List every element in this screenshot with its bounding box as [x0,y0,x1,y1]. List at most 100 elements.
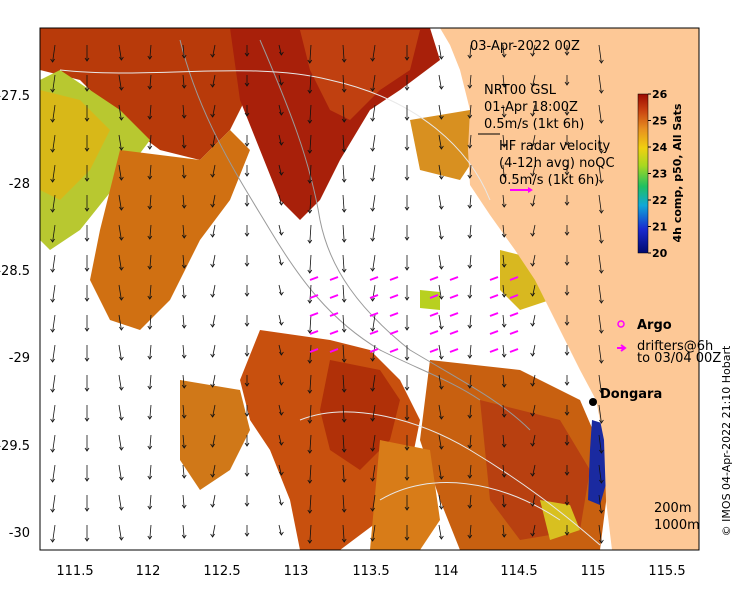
wind-arrow [309,284,312,304]
wind-arrowhead [307,479,313,484]
x-tick-label: 115.5 [648,564,685,579]
wind-arrowhead [404,356,410,361]
wind-arrow [372,164,376,182]
wind-arrow [212,224,216,238]
wind-arrowhead [404,206,410,211]
wind-arrowhead [501,413,507,418]
wind-arrowhead [119,446,124,451]
wind-arrowhead [279,531,284,536]
wind-arrowhead [439,535,444,540]
wind-arrow [469,374,472,389]
wind-arrow [342,464,345,483]
radar-vector [509,312,519,317]
wind-arrow [278,494,282,506]
wind-arrow [438,134,442,150]
wind-arrow [469,74,472,89]
radar-vector [489,276,499,281]
wind-arrowhead [501,383,507,388]
wind-arrow [309,134,312,154]
wind-arrowhead [244,472,250,477]
wind-arrow [502,494,505,508]
wind-arrow [372,44,376,62]
radar-vector [369,276,379,281]
wind-arrow [532,74,536,87]
wind-arrow [212,284,216,298]
wind-arrowhead [50,418,55,423]
wind-arrow [342,74,345,93]
wind-arrow [182,524,185,539]
wind-arrow [598,404,602,424]
wind-arrowhead [467,474,473,479]
wind-arrowhead [147,505,153,510]
wind-arrow [149,344,152,360]
wind-arrowhead [404,326,410,331]
wind-arrowhead [119,56,124,61]
wind-arrowhead [404,446,410,451]
wind-arrow [598,254,602,274]
wind-arrowhead [439,235,444,240]
radar-vector [449,330,459,335]
wind-arrowhead [210,533,215,538]
wind-arrow [598,284,602,304]
radar-vector [449,294,459,299]
contour-200-label: 200m [654,501,691,516]
wind-arrow [438,404,442,420]
x-tick-label: 112.5 [203,564,240,579]
wind-arrow [342,374,345,393]
wind-arrowhead [279,141,284,146]
radar-vector [389,294,399,299]
wind-arrow [182,464,185,479]
wind-arrow [278,314,282,326]
wind-arrow [438,164,442,180]
wind-arrowhead [279,201,284,206]
wind-arrowhead [279,171,284,176]
wind-arrow [502,224,505,238]
wind-arrowhead [467,384,473,389]
wind-arrowhead [439,205,444,210]
wind-arrowhead [119,356,124,361]
wind-arrowhead [467,534,473,539]
wind-arrow [598,134,602,154]
radar-vector [509,294,519,299]
x-tick-label: 113.5 [352,564,389,579]
wind-arrow [532,374,536,387]
wind-arrow [372,254,376,272]
wind-arrow [52,194,56,213]
wind-arrowhead [439,355,444,360]
wind-arrow [278,464,282,476]
wind-arrowhead [210,83,215,88]
wind-arrow [598,464,602,484]
colorbar-tick-label: 24 [652,141,668,154]
wind-arrowhead [279,111,284,116]
wind-arrow [502,524,505,538]
y-tick-label: -28 [9,177,30,192]
wind-arrowhead [467,114,473,119]
wind-arrow [182,404,185,419]
wind-arrowhead [307,209,313,214]
drifter-marker [617,344,627,352]
wind-arrowhead [181,414,187,419]
wind-arrowhead [50,268,55,273]
wind-arrowhead [210,233,215,238]
wind-arrow [149,194,152,210]
wind-arrow [52,44,56,63]
radar-vector [429,294,439,299]
radar-vector [449,348,459,353]
y-axis-ticks: -27.5 -28 -28.5 -29 -29.5 -30 [0,89,30,541]
wind-arrow [182,194,185,209]
dongara-label: Dongara [600,387,662,402]
wind-arrow [309,464,312,484]
wind-arrow [469,164,472,179]
wind-arrowhead [84,87,90,92]
wind-arrowhead [147,295,153,300]
wind-arrow [372,524,376,542]
wind-arrow [52,284,56,303]
wind-arrowhead [530,412,535,417]
wind-arrowhead [501,233,507,238]
wind-arrowhead [370,147,375,152]
wind-arrow [438,434,442,450]
wind-arrow [212,434,216,448]
wind-arrow [118,194,122,211]
wind-arrowhead [119,416,124,421]
wind-arrowhead [181,384,187,389]
